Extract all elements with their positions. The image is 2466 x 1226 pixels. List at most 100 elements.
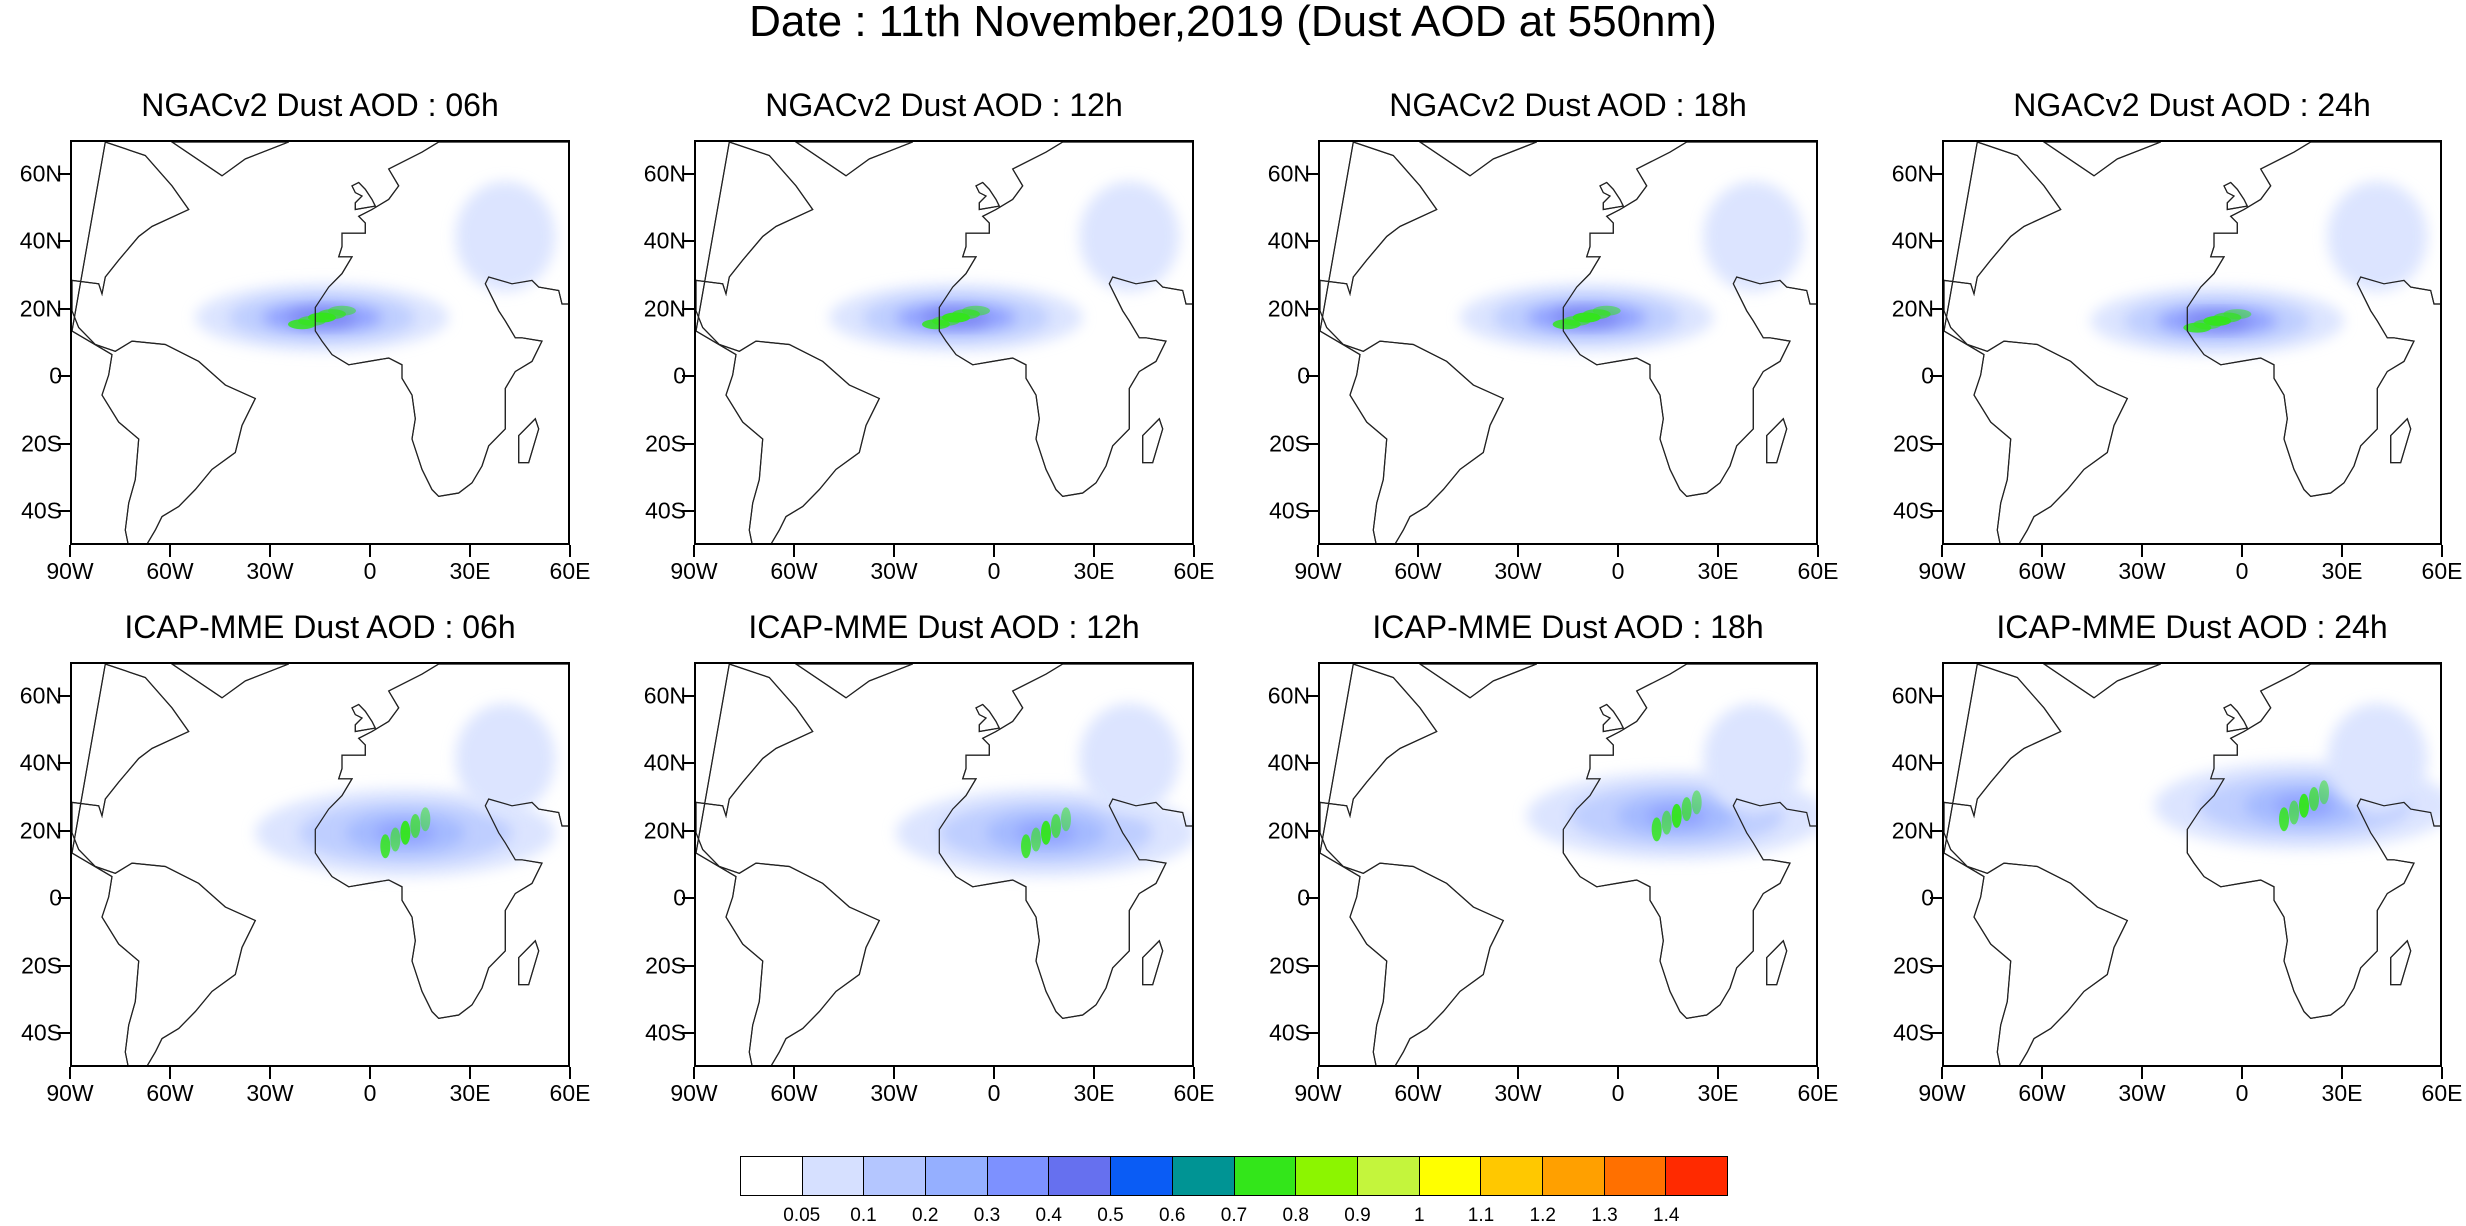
- coastline: [518, 417, 540, 464]
- lat-tick: [1930, 964, 1942, 967]
- lat-label: 0: [1297, 884, 1310, 911]
- lon-tick: [269, 545, 271, 557]
- colorbar-box: [1296, 1157, 1358, 1195]
- lon-tick: [2041, 1067, 2043, 1079]
- lat-tick: [1930, 172, 1942, 175]
- lon-label: 60W: [2018, 1080, 2066, 1106]
- colorbar-label: 0.8: [1282, 1205, 1309, 1226]
- map-area: [694, 140, 1194, 545]
- lat-label: 20S: [1269, 430, 1310, 457]
- lat-label: 20N: [1267, 295, 1310, 322]
- lon-tick: [1517, 545, 1519, 557]
- map-panel: ICAP-MME Dust AOD : 06h 60N 40N 20N 0 20S 40S 9…: [20, 609, 591, 1105]
- land-polygon: [1320, 142, 1505, 543]
- coastline: [314, 664, 568, 1020]
- lon-label: 60W: [2018, 558, 2066, 584]
- land-polygon: [794, 664, 913, 699]
- lon-tick: [1941, 1067, 1943, 1079]
- lat-label: 0: [1921, 362, 1934, 389]
- lat-label: 60N: [19, 160, 62, 187]
- lat-label: 40S: [645, 497, 686, 524]
- panel-title: ICAP-MME Dust AOD : 18h: [1372, 609, 1764, 645]
- land-polygon: [72, 664, 257, 1065]
- lat-label: 40S: [21, 1019, 62, 1046]
- lon-label: 90W: [670, 558, 718, 584]
- dust-core: [1651, 790, 1702, 842]
- panel-title: ICAP-MME Dust AOD : 12h: [748, 609, 1140, 645]
- colorbar-label: 0.1: [850, 1205, 877, 1226]
- colorbar-box: [1172, 1157, 1235, 1195]
- lon-label: 90W: [1918, 558, 1966, 584]
- lat-tick: [1930, 1032, 1942, 1035]
- lat-label: 60N: [1267, 160, 1310, 187]
- lat-label: 20N: [643, 295, 686, 322]
- colorbar-label: 1.1: [1467, 1205, 1495, 1226]
- lat-label: 40N: [1891, 227, 1934, 254]
- lon-label: 0: [987, 1080, 1001, 1106]
- lat-tick: [1306, 240, 1318, 243]
- coastline: [518, 939, 540, 986]
- lat-tick: [1306, 510, 1318, 513]
- coastline: [170, 664, 289, 699]
- lat-tick: [682, 442, 694, 445]
- coastline: [1320, 142, 1505, 543]
- colorbar-label: 0.9: [1344, 1205, 1371, 1226]
- map-svg: [696, 142, 1192, 543]
- lat-label: 20N: [1891, 295, 1934, 322]
- colorbar-box: [1604, 1157, 1667, 1195]
- lon-tick: [269, 1067, 271, 1079]
- map-area: [70, 662, 570, 1067]
- land-polygon: [1320, 664, 1505, 1065]
- lat-tick: [682, 762, 694, 765]
- coastline: [1944, 142, 2129, 543]
- coastline: [1944, 664, 2129, 1065]
- lat-label: 0: [1921, 884, 1934, 911]
- lat-label: 20S: [1269, 952, 1310, 979]
- colorbar-label: 1.2: [1529, 1205, 1556, 1226]
- coastline: [2186, 664, 2440, 1020]
- lat-tick: [58, 442, 70, 445]
- lon-tick: [469, 1067, 471, 1079]
- lon-tick: [1093, 545, 1095, 557]
- colorbar-label: 0.5: [1097, 1205, 1124, 1226]
- lon-label: 60W: [770, 1080, 818, 1106]
- dust-core: [2183, 309, 2252, 333]
- lat-tick: [1306, 1032, 1318, 1035]
- lon-tick: [2141, 545, 2143, 557]
- colorbar-box: [1234, 1157, 1297, 1195]
- lon-tick: [569, 545, 571, 557]
- lon-label: 60E: [1173, 558, 1215, 584]
- lat-tick: [682, 1032, 694, 1035]
- lon-tick: [993, 1067, 995, 1079]
- lon-tick: [169, 545, 171, 557]
- map-area: [1318, 140, 1818, 545]
- lon-tick: [793, 545, 795, 557]
- lat-label: 40N: [19, 227, 62, 254]
- lat-label: 40S: [21, 497, 62, 524]
- map-area: [70, 140, 570, 545]
- map-area: [1942, 140, 2442, 545]
- lon-tick: [693, 545, 695, 557]
- lat-label: 20N: [643, 817, 686, 844]
- lon-label: 60E: [1173, 1080, 1215, 1106]
- lon-label: 90W: [46, 558, 94, 584]
- lon-tick: [2141, 1067, 2143, 1079]
- lat-tick: [1930, 442, 1942, 445]
- coastline: [2223, 703, 2249, 733]
- lon-label: 90W: [670, 1080, 718, 1106]
- map-svg: [1320, 664, 1816, 1065]
- panel-title: NGACv2 Dust AOD : 06h: [141, 87, 499, 123]
- coastline: [938, 142, 1192, 498]
- lon-tick: [1717, 545, 1719, 557]
- lat-label: 20S: [1893, 430, 1934, 457]
- coastline: [794, 142, 913, 177]
- lat-tick: [58, 762, 70, 765]
- lat-label: 40N: [1267, 749, 1310, 776]
- colorbar-box: [1049, 1157, 1112, 1195]
- lat-tick: [1306, 829, 1318, 832]
- coastline: [351, 181, 377, 211]
- lat-tick: [1930, 307, 1942, 310]
- colorbar-box: [1666, 1157, 1727, 1195]
- lon-tick: [1941, 545, 1943, 557]
- lat-tick: [1930, 897, 1942, 900]
